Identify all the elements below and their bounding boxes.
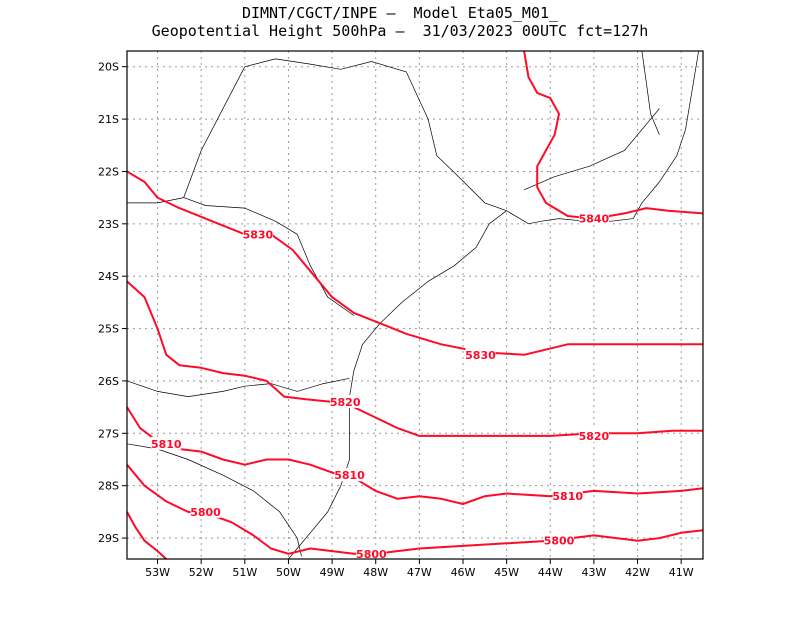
- lon-tick-label: 50W: [276, 566, 301, 579]
- lon-tick-label: 51W: [232, 566, 257, 579]
- contour-label-bg: [330, 394, 361, 408]
- contour-5800: [126, 511, 167, 560]
- border-sp-pr-border: [183, 197, 355, 316]
- lat-tick-label: 27S: [98, 427, 119, 440]
- lat-tick-label: 24S: [98, 270, 119, 283]
- border-sp-ms-border: [183, 66, 246, 198]
- contour-label-5810: 5810: [334, 469, 365, 482]
- lon-tick-label: 41W: [669, 566, 694, 579]
- contour-label-bg: [151, 436, 182, 450]
- lat-tick-label: 28S: [98, 480, 119, 493]
- lon-tick-label: 43W: [581, 566, 606, 579]
- lon-tick-label: 49W: [320, 566, 345, 579]
- border-mg-rj-border: [523, 108, 660, 191]
- grid-lines: [127, 51, 703, 559]
- border-coastline-rj-es: [506, 50, 699, 225]
- contour-label-5830: 5830: [243, 228, 274, 241]
- contour-5830: [126, 170, 703, 356]
- contour-label-5820: 5820: [330, 396, 361, 409]
- lat-tick-label: 20S: [98, 61, 119, 74]
- contour-label-bg: [190, 504, 221, 518]
- contour-label-bg: [578, 428, 609, 442]
- title-line-1: DIMNT/CGCT/INPE – Model Eta05_M01_: [241, 4, 559, 22]
- title-line-2: Geopotential Height 500hPa – 31/03/2023 …: [151, 22, 649, 40]
- border-pr-sc-border: [126, 377, 350, 397]
- contour-label-5810: 5810: [552, 490, 583, 503]
- lat-tick-label: 25S: [98, 323, 119, 336]
- contour-label-5800: 5800: [356, 548, 387, 561]
- contour-label-bg: [242, 227, 273, 241]
- lon-tick-label: 42W: [625, 566, 650, 579]
- contour-label-bg: [578, 211, 609, 225]
- contour-label-bg: [356, 546, 387, 560]
- title-block: DIMNT/CGCT/INPE – Model Eta05_M01_ Geopo…: [0, 4, 800, 40]
- lat-tick-label: 21S: [98, 113, 119, 126]
- contour-5810: [126, 406, 704, 505]
- border-sc-rs-border: [126, 443, 302, 557]
- contour-label-5820: 5820: [579, 430, 610, 443]
- lon-tick-label: 46W: [451, 566, 476, 579]
- lon-tick-label: 44W: [538, 566, 563, 579]
- lon-tick-label: 47W: [407, 566, 432, 579]
- contour-label-5840: 5840: [579, 213, 610, 226]
- contour-label-5830: 5830: [465, 349, 496, 362]
- contour-label-bg: [334, 468, 365, 482]
- contour-label-5800: 5800: [544, 535, 575, 548]
- border-coastline: [288, 210, 507, 560]
- border-parana-river: [127, 197, 184, 204]
- contour-label-bg: [465, 347, 496, 361]
- lon-tick-label: 48W: [363, 566, 388, 579]
- contour-5840: [523, 50, 704, 220]
- contour-label-bg: [544, 533, 574, 547]
- contour-label-5810: 5810: [151, 438, 182, 451]
- lon-tick-label: 45W: [494, 566, 519, 579]
- contour-label-bg: [552, 489, 583, 503]
- lon-tick-label: 53W: [145, 566, 170, 579]
- contour-label-5800: 5800: [190, 506, 221, 519]
- axis-ticks: 53W 52W 51W 50W 49W 48W 47W 46W 45W 44W 43W 42W 41W 2…: [98, 61, 694, 579]
- contour-labels-layer: 5840 5830 5820 5810 5800 5800 5810 5830 5820 5810…: [151, 211, 610, 561]
- border-sp-mg-border: [244, 58, 507, 212]
- lat-tick-label: 22S: [98, 165, 119, 178]
- contour-5820: [126, 280, 703, 437]
- lat-tick-label: 26S: [98, 375, 119, 388]
- lat-tick-label: 23S: [98, 218, 119, 231]
- borders-layer: [126, 50, 699, 560]
- map-frame: [126, 50, 704, 560]
- lon-tick-label: 52W: [189, 566, 214, 579]
- border-mg-es-border: [641, 50, 660, 135]
- lat-tick-label: 29S: [98, 532, 119, 545]
